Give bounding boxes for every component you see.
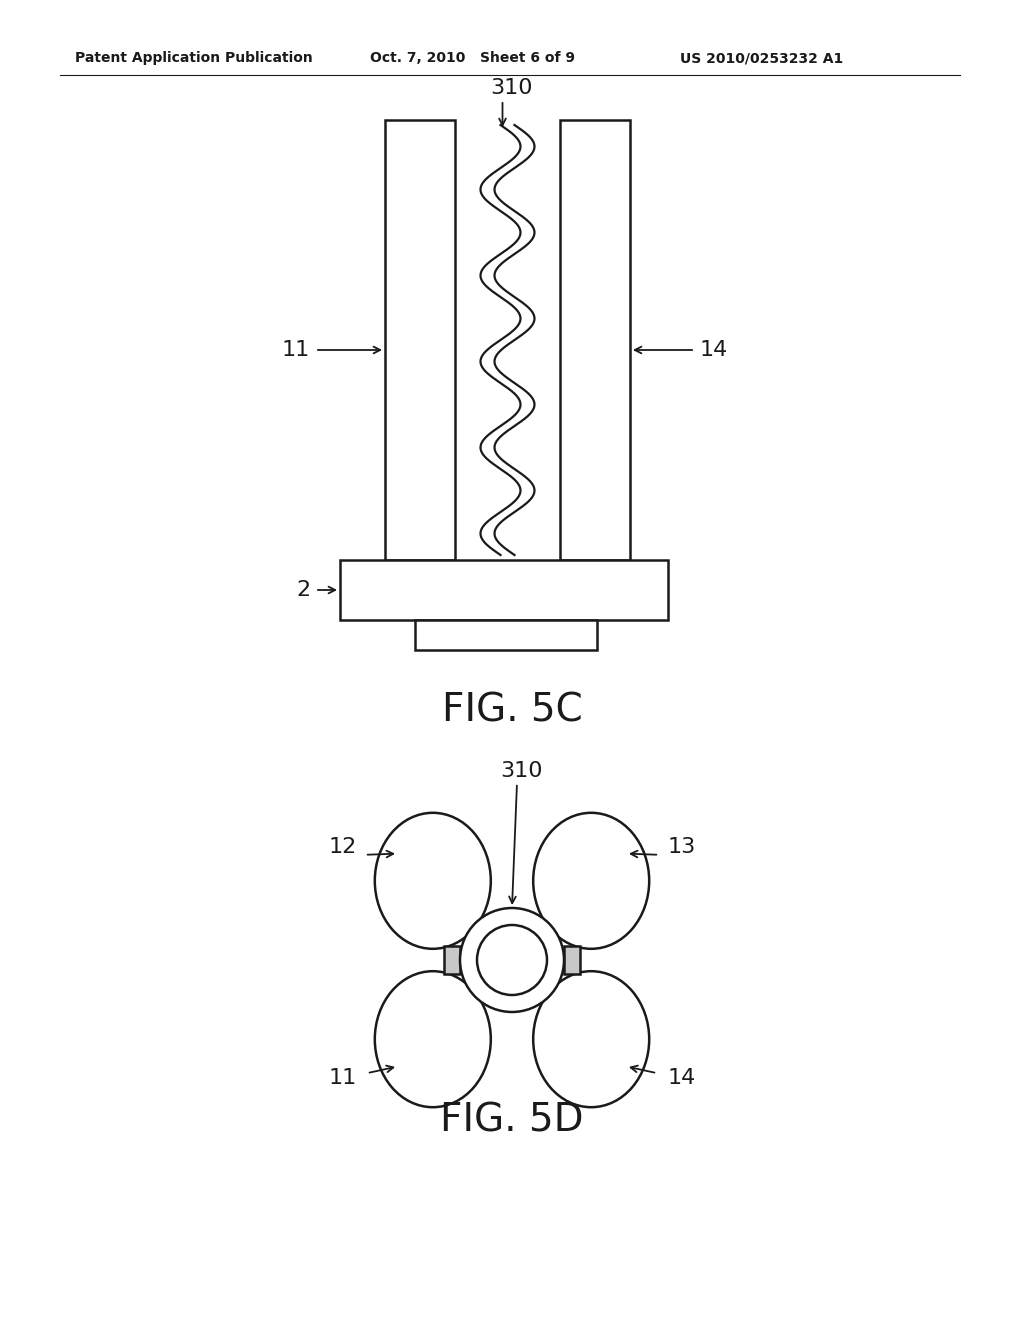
Text: FIG. 5D: FIG. 5D [440, 1101, 584, 1139]
Bar [385, 120, 455, 560]
Ellipse shape [375, 813, 490, 949]
Text: US 2010/0253232 A1: US 2010/0253232 A1 [680, 51, 843, 65]
Text: Patent Application Publication: Patent Application Publication [75, 51, 312, 65]
Circle shape [460, 908, 564, 1012]
Bar [564, 946, 580, 974]
Ellipse shape [534, 813, 649, 949]
Text: 2: 2 [296, 579, 310, 601]
Ellipse shape [375, 972, 490, 1107]
Bar [444, 946, 460, 974]
Text: 11: 11 [282, 341, 310, 360]
Bar [340, 560, 668, 620]
Ellipse shape [534, 972, 649, 1107]
Bar [415, 620, 597, 649]
Circle shape [477, 925, 547, 995]
Text: 310: 310 [501, 760, 544, 781]
Text: 11: 11 [329, 1068, 356, 1088]
Bar [560, 120, 630, 560]
Text: FIG. 5C: FIG. 5C [441, 690, 583, 729]
Text: Oct. 7, 2010   Sheet 6 of 9: Oct. 7, 2010 Sheet 6 of 9 [370, 51, 575, 65]
Text: 310: 310 [490, 78, 534, 98]
Text: 14: 14 [700, 341, 728, 360]
Text: 14: 14 [668, 1068, 695, 1088]
Text: 12: 12 [329, 837, 356, 857]
Text: 13: 13 [668, 837, 695, 857]
